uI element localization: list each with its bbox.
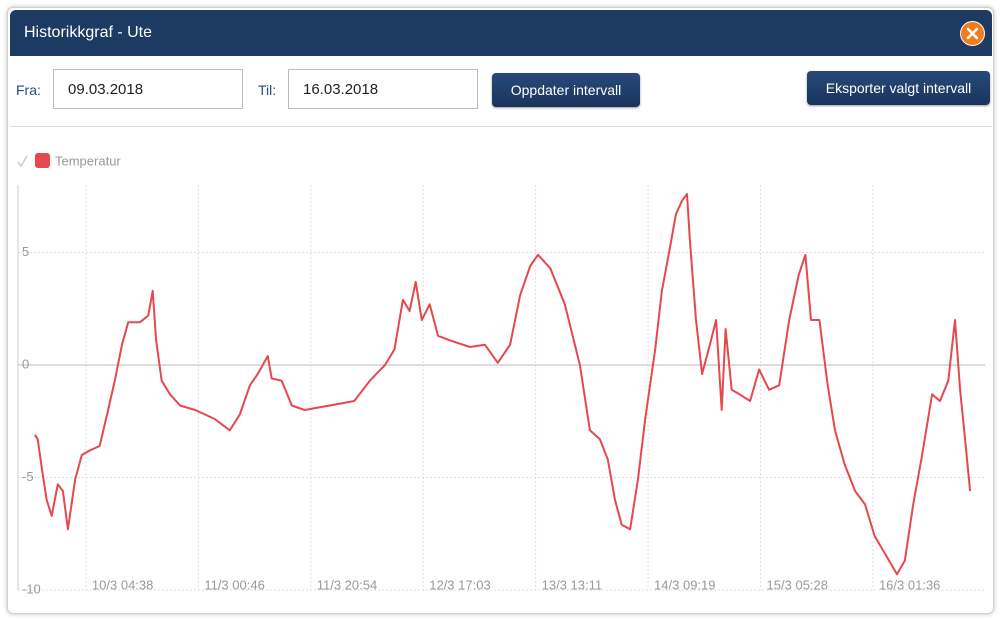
x-tick-label: 10/3 04:38	[92, 577, 153, 592]
separator	[10, 126, 992, 127]
export-button[interactable]: Eksporter valgt intervall	[807, 71, 990, 105]
x-tick-label: 12/3 17:03	[429, 577, 490, 592]
data-line	[34, 193, 972, 576]
to-input[interactable]: 16.03.2018	[288, 69, 478, 109]
close-button[interactable]	[960, 21, 985, 46]
x-tick-label: 15/3 05:28	[767, 577, 828, 592]
legend-check[interactable]	[17, 155, 28, 168]
y-tick-label: -10	[22, 581, 41, 596]
y-tick-label: -5	[22, 469, 34, 484]
from-input[interactable]: 09.03.2018	[53, 69, 243, 109]
y-tick-label: 5	[22, 244, 29, 259]
legend-swatch[interactable]	[35, 153, 50, 168]
dialog-title: Historikkgraf - Ute	[24, 24, 153, 41]
header: Historikkgraf - Ute	[10, 10, 992, 56]
y-tick-label: 0	[22, 356, 29, 371]
legend-label[interactable]: Temperatur	[55, 153, 121, 168]
x-tick-label: 11/3 00:46	[204, 577, 264, 592]
x-tick-label: 16/3 01:36	[879, 577, 940, 592]
x-tick-label: 11/3 20:54	[317, 577, 377, 592]
to-label: Til:	[258, 82, 277, 98]
chart: -10 -5 0 5 10/3 04:38 11/3 00:46 11/3 20:54 12/…	[17, 153, 985, 596]
x-tick-label: 14/3 09:19	[654, 577, 715, 592]
from-label: Fra:	[16, 82, 41, 98]
x-tick-label: 13/3 13:11	[542, 577, 602, 592]
update-button[interactable]: Oppdater intervall	[492, 73, 640, 107]
